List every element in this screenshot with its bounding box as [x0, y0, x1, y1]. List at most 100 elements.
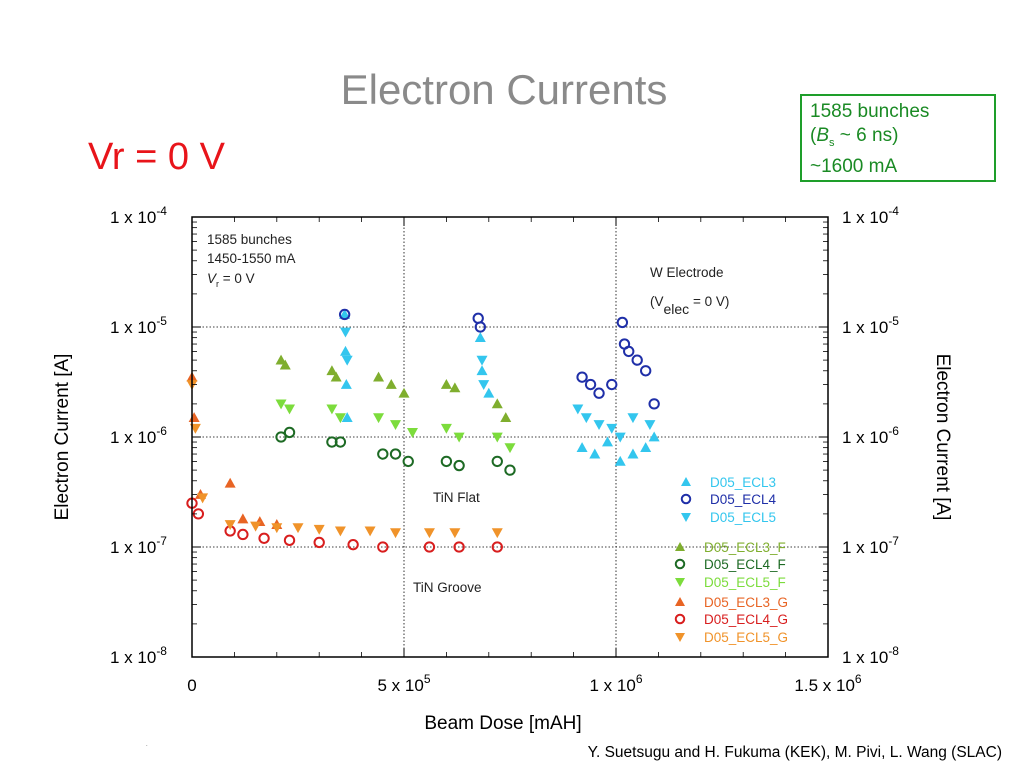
w-electrode-condition: (Velec = 0 V)	[650, 294, 729, 317]
data-point	[313, 524, 325, 535]
data-point	[504, 464, 516, 476]
w-open: (V	[650, 294, 664, 309]
data-point	[326, 404, 338, 415]
data-point	[440, 423, 452, 434]
data-point	[224, 520, 236, 531]
y-tick-label-left: 1 x 10-7	[110, 534, 167, 557]
data-point	[339, 345, 351, 356]
data-point	[224, 477, 236, 488]
data-point	[491, 432, 503, 443]
legend-marker	[675, 542, 685, 551]
series-D05_ECL3_F	[275, 354, 512, 423]
data-point	[491, 541, 503, 553]
note-rest: = 0 V	[219, 271, 255, 286]
legend-label: D05_ECL5	[710, 510, 776, 525]
tin-groove-label: TiN Groove	[413, 580, 482, 595]
y-tick-label-right: 1 x 10-8	[842, 644, 899, 667]
series-D05_ECL4	[338, 308, 660, 410]
data-point	[572, 404, 584, 415]
data-point	[313, 536, 325, 549]
data-point	[453, 541, 465, 553]
data-point	[627, 448, 639, 459]
note-line2: 1450-1550 mA	[207, 251, 296, 266]
data-point	[648, 398, 660, 410]
data-point	[283, 534, 296, 546]
legend-label: D05_ECL4	[710, 492, 777, 507]
info-box-rest: ~ 6 ns)	[834, 125, 899, 146]
data-point	[616, 316, 629, 329]
w-sub: elec	[664, 301, 690, 317]
data-point	[491, 528, 503, 539]
y-tick-label-right: 1 x 10-5	[842, 314, 899, 337]
data-point	[584, 378, 597, 391]
note-sub: r	[216, 279, 219, 289]
data-point	[623, 345, 635, 358]
data-point	[385, 379, 397, 389]
data-point	[648, 431, 660, 442]
data-point	[602, 436, 614, 447]
x-tick-label: 5 x 105	[378, 672, 431, 695]
x-axis-title: Beam Dose [mAH]	[424, 713, 581, 734]
grid	[192, 217, 828, 657]
data-point	[476, 365, 488, 376]
data-point	[593, 387, 605, 399]
series-D05_ECL5_G	[186, 380, 503, 539]
data-point	[237, 513, 249, 524]
data-point	[334, 526, 346, 537]
data-point	[364, 526, 376, 537]
y-axis-title-right: Electron Current [A]	[932, 354, 953, 521]
tin-flat-label: TiN Flat	[433, 490, 480, 505]
data-point	[338, 308, 351, 321]
data-point	[283, 426, 296, 439]
legend-marker	[674, 613, 686, 625]
y-axis-title-left: Electron Current [A]	[52, 354, 73, 521]
y-tick-label-right: 1 x 10-7	[842, 534, 899, 557]
slide-dot: .	[146, 742, 148, 748]
data-point	[390, 420, 402, 430]
data-point	[491, 455, 503, 468]
data-point	[483, 387, 495, 398]
legend-marker	[680, 493, 692, 505]
legend: D05_ECL3 D05_ECL4 D05_ECL5 D05_ECL3_F D05_EC…	[674, 475, 788, 645]
legend-label: D05_ECL4_F	[704, 557, 786, 572]
note-line3: Vr = 0 V	[207, 271, 255, 289]
data-point	[402, 455, 414, 468]
data-point	[197, 493, 209, 504]
data-point	[476, 355, 488, 366]
y-tick-label-left: 1 x 10-5	[110, 314, 167, 337]
data-point	[631, 354, 643, 366]
data-point	[576, 442, 588, 453]
data-point	[339, 308, 351, 319]
data-point	[373, 413, 385, 424]
data-point	[440, 455, 453, 468]
data-point	[580, 413, 592, 424]
note-v: V	[207, 271, 218, 286]
data-point	[334, 413, 346, 424]
y-tick-label-left: 1 x 10-8	[110, 644, 167, 667]
data-point	[341, 355, 353, 366]
data-point	[341, 412, 353, 423]
series-D05_ECL3	[339, 308, 660, 466]
legend-marker	[675, 597, 685, 606]
series-D05_ECL4_F	[275, 426, 516, 476]
data-point	[449, 382, 461, 393]
info-box-line2: (Bs ~ 6 ns)	[810, 124, 994, 155]
slide-title: Electron Currents	[340, 66, 668, 113]
legend-label: D05_ECL3	[710, 475, 776, 490]
info-box: 1585 bunches (Bs ~ 6 ns) ~1600 mA	[800, 94, 996, 182]
data-point	[440, 379, 452, 389]
data-point	[347, 538, 359, 551]
legend-marker	[674, 558, 686, 570]
info-box-line3: ~1600 mA	[810, 155, 898, 177]
data-point	[390, 528, 402, 539]
data-point	[453, 432, 465, 443]
series-D05_ECL5	[339, 327, 656, 443]
data-point	[504, 443, 516, 454]
series-D05_ECL4_G	[186, 497, 503, 553]
data-point	[644, 420, 656, 430]
data-point	[593, 420, 605, 430]
legend-label: D05_ECL4_G	[704, 612, 788, 627]
y-tick-label-right: 1 x 10-4	[842, 204, 899, 227]
x-tick-label: 0	[187, 676, 196, 695]
